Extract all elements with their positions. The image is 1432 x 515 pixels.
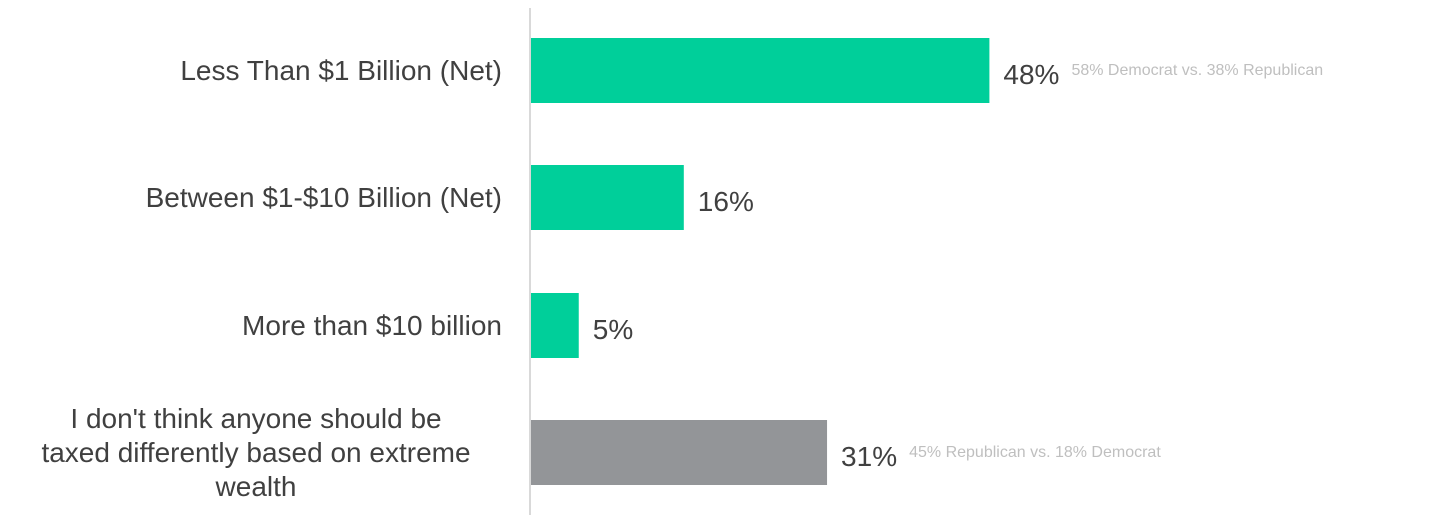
category-label-2: More than $10 billion — [242, 310, 502, 341]
value-label-0: 48% — [1003, 59, 1059, 90]
value-label-1: 16% — [698, 186, 754, 217]
bar-3 — [531, 420, 828, 485]
annotation-label-0: 58% Democrat vs. 38% Republican — [1071, 62, 1323, 79]
category-label-1: Between $1-$10 Billion (Net) — [146, 182, 502, 213]
bar-2 — [531, 293, 579, 358]
annotation-label-3: 45% Republican vs. 18% Democrat — [909, 444, 1161, 461]
bar-0 — [531, 38, 990, 103]
bar-1 — [531, 165, 684, 230]
category-label-0: Less Than $1 Billion (Net) — [180, 55, 502, 86]
value-label-2: 5% — [593, 314, 633, 345]
category-label-3: I don't think anyone should be taxed diff… — [41, 403, 470, 502]
value-label-3: 31% — [841, 441, 897, 472]
bar-group: Less Than $1 Billion (Net) 48% 58% Democra… — [41, 38, 1323, 502]
